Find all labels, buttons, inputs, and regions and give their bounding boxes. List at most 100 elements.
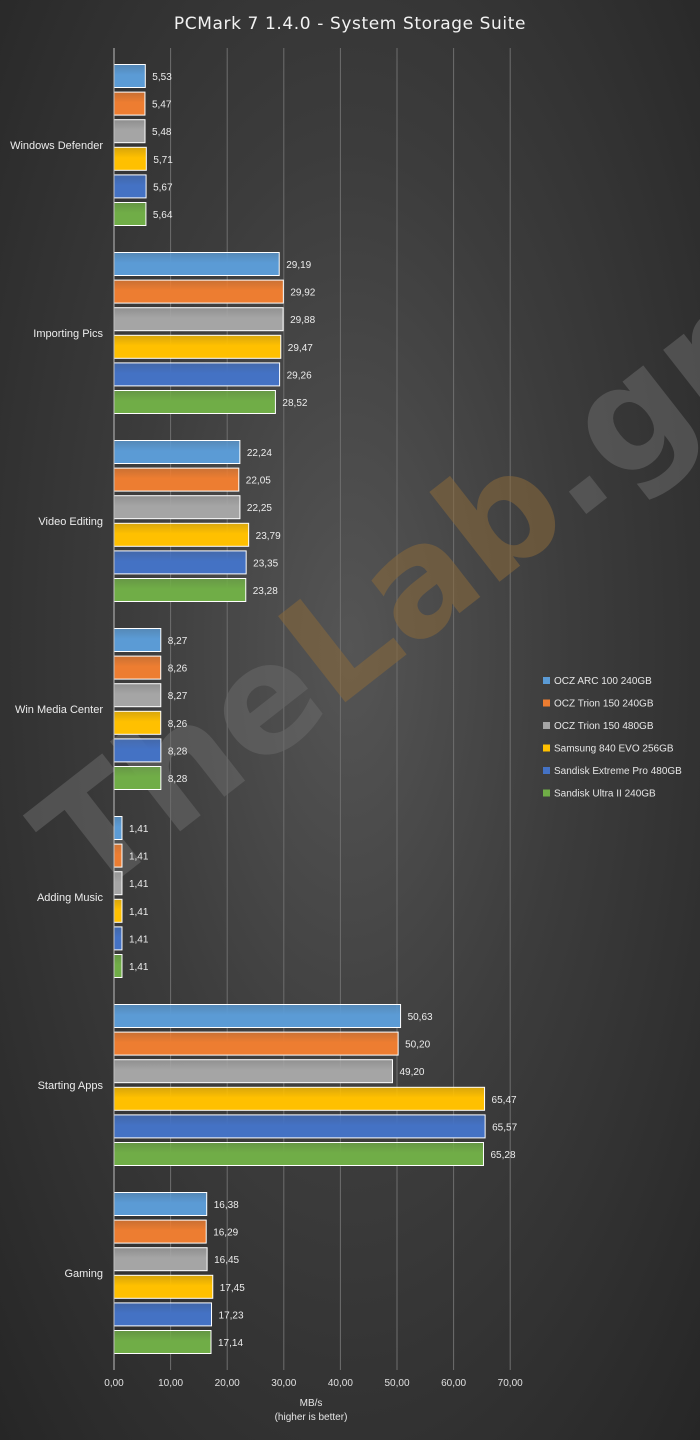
data-label: 17,14 bbox=[218, 1338, 243, 1349]
chart-title: PCMark 7 1.4.0 - System Storage Suite bbox=[174, 14, 526, 34]
legend-swatch bbox=[543, 767, 550, 774]
data-label: 65,28 bbox=[490, 1150, 515, 1161]
data-label: 16,29 bbox=[213, 1228, 238, 1239]
bar bbox=[113, 334, 282, 359]
bar bbox=[113, 522, 250, 547]
data-label: 1,41 bbox=[129, 879, 149, 890]
data-label: 29,19 bbox=[286, 260, 311, 271]
data-label: 5,67 bbox=[153, 182, 173, 193]
legend-entry: OCZ ARC 100 240GB bbox=[554, 676, 652, 687]
bar bbox=[113, 440, 241, 464]
data-label: 5,53 bbox=[152, 72, 172, 83]
bar bbox=[113, 655, 162, 680]
x-tick-label: 40,00 bbox=[328, 1378, 353, 1389]
data-label: 5,64 bbox=[153, 210, 173, 221]
data-label: 17,23 bbox=[219, 1310, 244, 1321]
bar bbox=[113, 1247, 208, 1272]
bar bbox=[113, 1274, 214, 1299]
bar bbox=[113, 898, 123, 923]
bar bbox=[113, 1059, 393, 1084]
legend-swatch bbox=[543, 722, 550, 729]
data-label: 28,52 bbox=[282, 398, 307, 409]
category-label: Video Editing bbox=[38, 516, 103, 528]
bar bbox=[113, 390, 276, 414]
data-label: 22,05 bbox=[246, 476, 271, 487]
data-label: 29,47 bbox=[288, 343, 313, 354]
x-tick-label: 0,00 bbox=[104, 1378, 124, 1389]
data-label: 1,41 bbox=[129, 824, 149, 835]
data-label: 1,41 bbox=[129, 934, 149, 945]
category-label: Win Media Center bbox=[15, 704, 103, 716]
data-label: 8,27 bbox=[168, 691, 188, 702]
bar bbox=[113, 119, 146, 144]
category-label: Adding Music bbox=[37, 892, 104, 904]
data-label: 1,41 bbox=[129, 907, 149, 918]
bar bbox=[113, 307, 284, 332]
data-label: 5,71 bbox=[153, 155, 173, 166]
data-label: 8,28 bbox=[168, 774, 188, 785]
bar bbox=[113, 174, 147, 199]
bar bbox=[113, 926, 123, 951]
bar bbox=[113, 843, 123, 868]
data-label: 65,57 bbox=[492, 1122, 517, 1133]
bar bbox=[113, 362, 281, 387]
legend-swatch bbox=[543, 744, 550, 752]
data-label: 1,41 bbox=[129, 962, 149, 973]
legend-entry: Sandisk Ultra II 240GB bbox=[554, 789, 656, 800]
category-label: Gaming bbox=[64, 1268, 103, 1280]
legend-entry: Samsung 840 EVO 256GB bbox=[554, 744, 674, 755]
legend: OCZ ARC 100 240GB OCZ Trion 150 240GB OCZ … bbox=[543, 676, 682, 800]
data-label: 49,20 bbox=[399, 1067, 424, 1078]
legend-entry: OCZ Trion 150 240GB bbox=[554, 699, 654, 710]
data-label: 22,24 bbox=[247, 448, 272, 459]
data-label: 65,47 bbox=[492, 1095, 517, 1106]
bar bbox=[113, 550, 247, 575]
bar bbox=[113, 766, 162, 790]
x-axis-note: (higher is better) bbox=[275, 1412, 348, 1423]
x-tick-labels: 0,00 10,00 20,00 30,00 40,00 50,00 60,00 70,00 bbox=[104, 1378, 523, 1389]
bar bbox=[113, 252, 280, 276]
data-label: 22,25 bbox=[247, 503, 272, 514]
data-label: 23,35 bbox=[253, 558, 278, 569]
x-tick-label: 10,00 bbox=[158, 1378, 183, 1389]
legend-entry: OCZ Trion 150 480GB bbox=[554, 721, 654, 732]
legend-swatch bbox=[543, 699, 550, 707]
data-label: 8,28 bbox=[168, 746, 188, 757]
legend-swatch bbox=[543, 677, 550, 684]
category-label: Starting Apps bbox=[38, 1080, 104, 1092]
x-tick-label: 70,00 bbox=[498, 1378, 523, 1389]
bar bbox=[113, 1086, 486, 1111]
bar bbox=[113, 1142, 484, 1166]
svg-text:TheLab.gr: TheLab.gr bbox=[5, 268, 700, 931]
bar bbox=[113, 954, 123, 978]
data-label: 8,27 bbox=[168, 636, 188, 647]
data-label: 29,26 bbox=[287, 370, 312, 381]
bar bbox=[113, 1302, 213, 1327]
bar bbox=[113, 1004, 402, 1028]
x-tick-label: 60,00 bbox=[441, 1378, 466, 1389]
bar bbox=[113, 91, 146, 116]
x-axis-title: MB/s bbox=[300, 1398, 323, 1409]
category-label: Importing Pics bbox=[33, 328, 103, 340]
data-label: 16,38 bbox=[214, 1200, 239, 1211]
watermark: TheLab.gr bbox=[5, 268, 700, 931]
data-label: 29,88 bbox=[290, 315, 315, 326]
bar bbox=[113, 1219, 207, 1244]
data-label: 5,48 bbox=[152, 127, 172, 138]
data-label: 50,20 bbox=[405, 1040, 430, 1051]
bar bbox=[113, 578, 247, 602]
bar bbox=[113, 683, 162, 708]
bar bbox=[113, 1330, 212, 1354]
legend-entry: Sandisk Extreme Pro 480GB bbox=[554, 766, 682, 777]
x-tick-label: 30,00 bbox=[271, 1378, 296, 1389]
bar bbox=[113, 202, 147, 226]
bar bbox=[113, 146, 147, 171]
data-label: 23,28 bbox=[253, 586, 278, 597]
category-labels: Windows Defender Importing Pics Video Edit… bbox=[10, 140, 103, 1280]
data-label: 8,26 bbox=[168, 719, 188, 730]
data-label: 16,45 bbox=[214, 1255, 239, 1266]
bar bbox=[113, 467, 240, 492]
data-label: 5,47 bbox=[152, 100, 172, 111]
bar bbox=[113, 1114, 486, 1139]
